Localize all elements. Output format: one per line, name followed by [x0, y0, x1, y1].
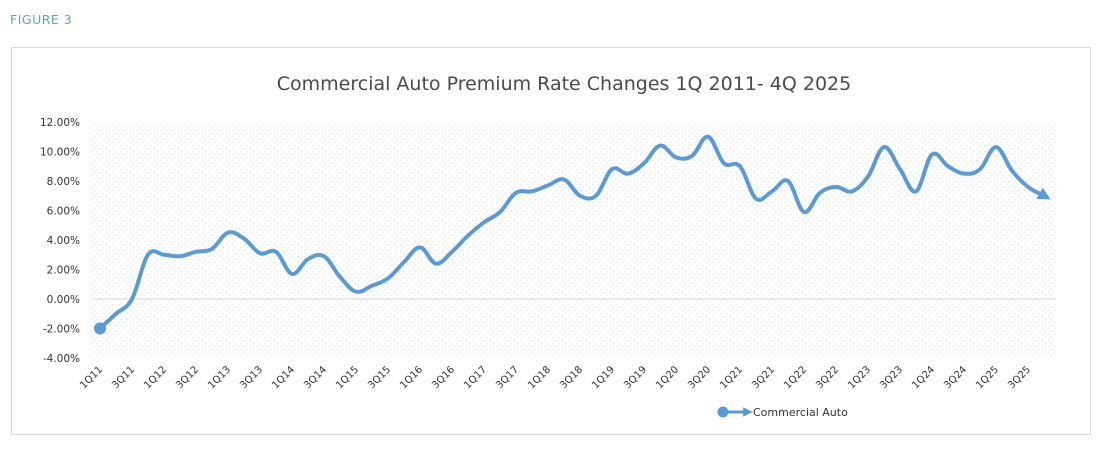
x-tick-label: 3Q11 — [110, 364, 137, 391]
y-tick-label: 10.00% — [40, 147, 80, 159]
x-tick-label: 3Q22 — [814, 364, 841, 391]
x-tick-label: 3Q19 — [622, 364, 649, 391]
x-tick-label: 1Q21 — [718, 364, 745, 391]
chart-title: Commercial Auto Premium Rate Changes 1Q … — [277, 73, 851, 95]
x-tick-label: 3Q20 — [686, 364, 713, 391]
series-line-commercial-auto — [98, 134, 1051, 331]
x-tick-label: 1Q11 — [78, 364, 105, 391]
x-tick-label: 1Q12 — [142, 364, 169, 391]
y-axis: 12.00% 10.00% 8.00% 6.00% 4.00% 2.00% 0.00% -2.… — [40, 117, 80, 365]
y-tick-label: 4.00% — [47, 235, 80, 247]
x-tick-label: 3Q14 — [302, 364, 329, 391]
y-tick-label: 6.00% — [47, 206, 80, 218]
figure-label: FIGURE 3 — [10, 12, 73, 27]
x-tick-label: 1Q19 — [590, 364, 617, 391]
plot-area — [91, 122, 1055, 358]
x-tick-label: 3Q16 — [430, 364, 457, 391]
series-start-marker — [94, 322, 106, 335]
chart-container: Commercial Auto Premium Rate Changes 1Q … — [11, 47, 1091, 435]
x-tick-label: 1Q16 — [398, 364, 425, 391]
x-tick-label: 1Q13 — [206, 364, 233, 391]
x-tick-label: 1Q17 — [462, 364, 489, 391]
x-tick-label: 3Q18 — [558, 364, 585, 391]
x-tick-label: 1Q20 — [654, 364, 681, 391]
x-tick-label: 1Q15 — [334, 364, 361, 391]
x-tick-label: 1Q18 — [526, 364, 553, 391]
x-tick-label: 1Q14 — [270, 364, 297, 391]
x-tick-label: 3Q15 — [366, 364, 393, 391]
y-tick-label: -2.00% — [43, 324, 80, 336]
y-tick-label: 0.00% — [47, 294, 80, 306]
x-tick-label: 3Q12 — [174, 364, 201, 391]
x-tick-label: 1Q23 — [846, 364, 873, 391]
x-tick-label: 3Q23 — [878, 364, 905, 391]
legend: Commercial Auto — [717, 406, 848, 419]
x-tick-label: 1Q22 — [782, 364, 809, 391]
x-tick-label: 1Q24 — [910, 364, 937, 391]
x-tick-label: 3Q24 — [942, 364, 969, 391]
x-tick-label: 1Q25 — [974, 364, 1001, 391]
line-chart: Commercial Auto Premium Rate Changes 1Q … — [40, 73, 1055, 419]
legend-label: Commercial Auto — [753, 406, 848, 419]
x-axis: 1Q11 3Q11 1Q12 3Q12 1Q13 3Q13 1Q14 3Q14 1Q15 3Q15… — [78, 364, 1033, 391]
y-tick-label: -4.00% — [43, 353, 80, 365]
x-tick-label: 3Q21 — [750, 364, 777, 391]
y-tick-label: 2.00% — [47, 265, 80, 277]
x-tick-label: 3Q25 — [1006, 364, 1033, 391]
y-tick-label: 8.00% — [47, 176, 80, 188]
y-tick-label: 12.00% — [40, 117, 80, 129]
x-tick-label: 3Q13 — [238, 364, 265, 391]
x-tick-label: 3Q17 — [494, 364, 521, 391]
legend-marker-icon — [717, 406, 729, 418]
